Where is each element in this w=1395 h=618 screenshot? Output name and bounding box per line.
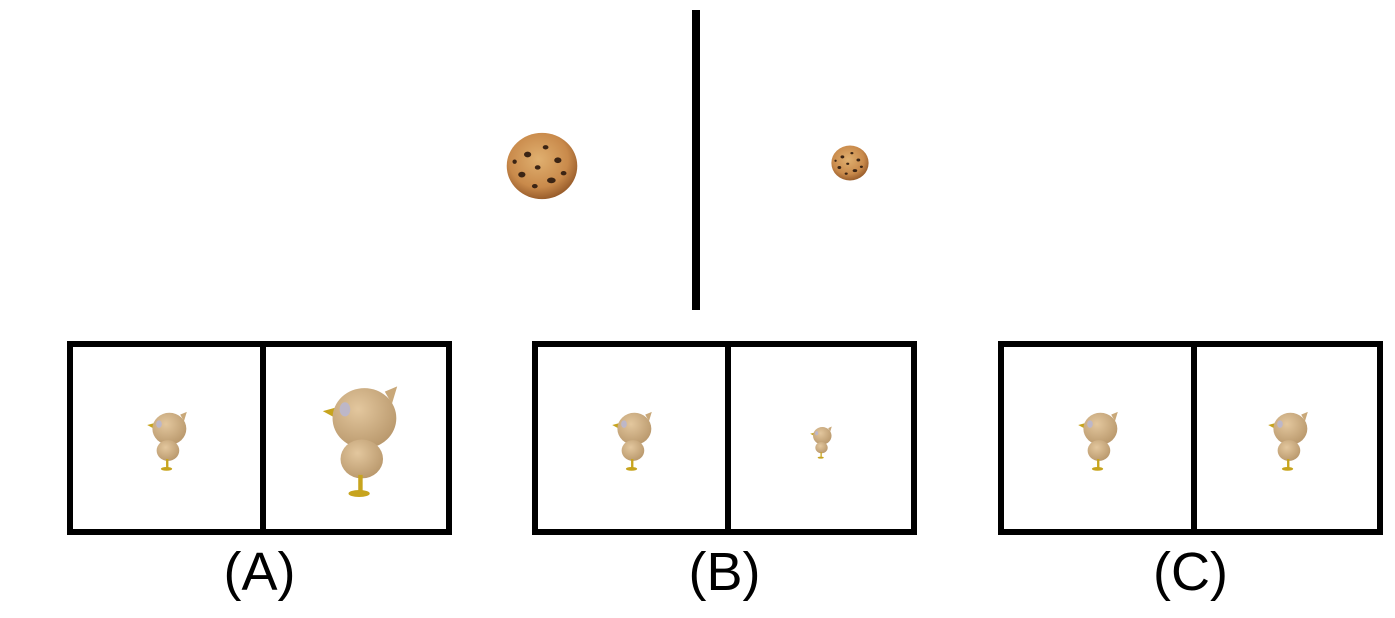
bird-small-icon xyxy=(1078,411,1118,471)
option-c-panel[interactable] xyxy=(998,341,1383,535)
reference-divider xyxy=(692,10,700,310)
bird-tiny-icon xyxy=(810,426,832,459)
option-b-label[interactable]: (B) xyxy=(688,542,761,602)
small-cookie xyxy=(831,145,869,181)
bird-small-icon xyxy=(147,411,187,471)
bird-small-icon xyxy=(1268,411,1308,471)
bird-large-icon xyxy=(322,386,398,498)
option-c-label[interactable]: (C) xyxy=(1153,542,1228,602)
option-a-label[interactable]: (A) xyxy=(223,542,296,602)
option-b-divider xyxy=(725,347,731,529)
option-a-divider xyxy=(260,347,266,529)
bird-small-icon xyxy=(612,411,652,471)
option-b-panel[interactable] xyxy=(532,341,917,535)
option-c-divider xyxy=(1191,347,1197,529)
large-cookie xyxy=(506,132,578,200)
option-a-panel[interactable] xyxy=(67,341,452,535)
